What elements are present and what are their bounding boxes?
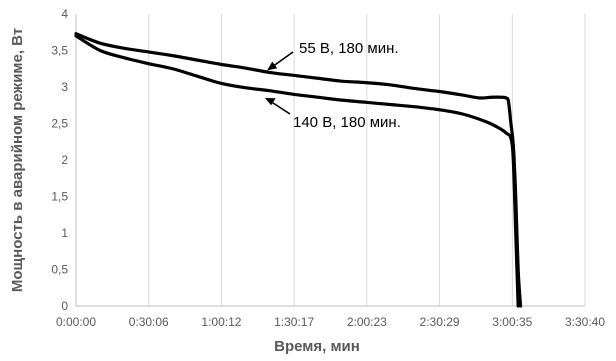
annotation-arrowhead-55v <box>267 61 278 71</box>
y-tick-label: 0 <box>61 299 68 313</box>
y-tick-label: 1,5 <box>51 190 68 204</box>
x-tick-label: 3:00:35 <box>492 315 532 329</box>
x-tick-label: 1:00:12 <box>201 315 241 329</box>
series-line-1 <box>74 32 523 308</box>
y-tick-label: 3 <box>61 80 68 94</box>
grid <box>148 14 586 306</box>
y-tick-label: 0,5 <box>51 263 68 277</box>
x-tick-label: 0:30:06 <box>129 315 169 329</box>
x-tick-label: 2:30:29 <box>420 315 460 329</box>
y-tick-labels: 0 0,5 1 1,5 2 2,5 3 3,5 4 <box>51 7 68 313</box>
x-tick-label: 2:00:23 <box>347 315 387 329</box>
series-group <box>74 32 523 308</box>
x-tick-label: 1:30:17 <box>274 315 314 329</box>
y-tick-label: 2,5 <box>51 117 68 131</box>
series-line-2 <box>74 34 520 308</box>
annotation-label-140v: 140 В, 180 мин. <box>293 114 401 131</box>
x-axis-title: Время, мин <box>274 338 360 355</box>
annotation-arrow-55v <box>271 51 294 68</box>
y-tick-label: 4 <box>61 7 68 21</box>
axes <box>75 14 585 307</box>
annotation-arrowhead-140v <box>265 98 276 106</box>
y-tick-label: 1 <box>61 226 68 240</box>
x-tick-label: 0:00:00 <box>56 315 96 329</box>
annotation-label-55v: 55 В, 180 мин. <box>299 40 399 57</box>
y-tick-label: 3,5 <box>51 44 68 58</box>
x-tick-label: 3:30:40 <box>565 315 605 329</box>
x-tick-labels: 0:00:00 0:30:06 1:00:12 1:30:17 2:00:23 2:30:… <box>56 315 605 329</box>
y-axis-title: Мощность в аварийном режиме, Вт <box>9 28 26 292</box>
annotation-arrow-140v <box>269 100 291 115</box>
y-tick-label: 2 <box>61 153 68 167</box>
